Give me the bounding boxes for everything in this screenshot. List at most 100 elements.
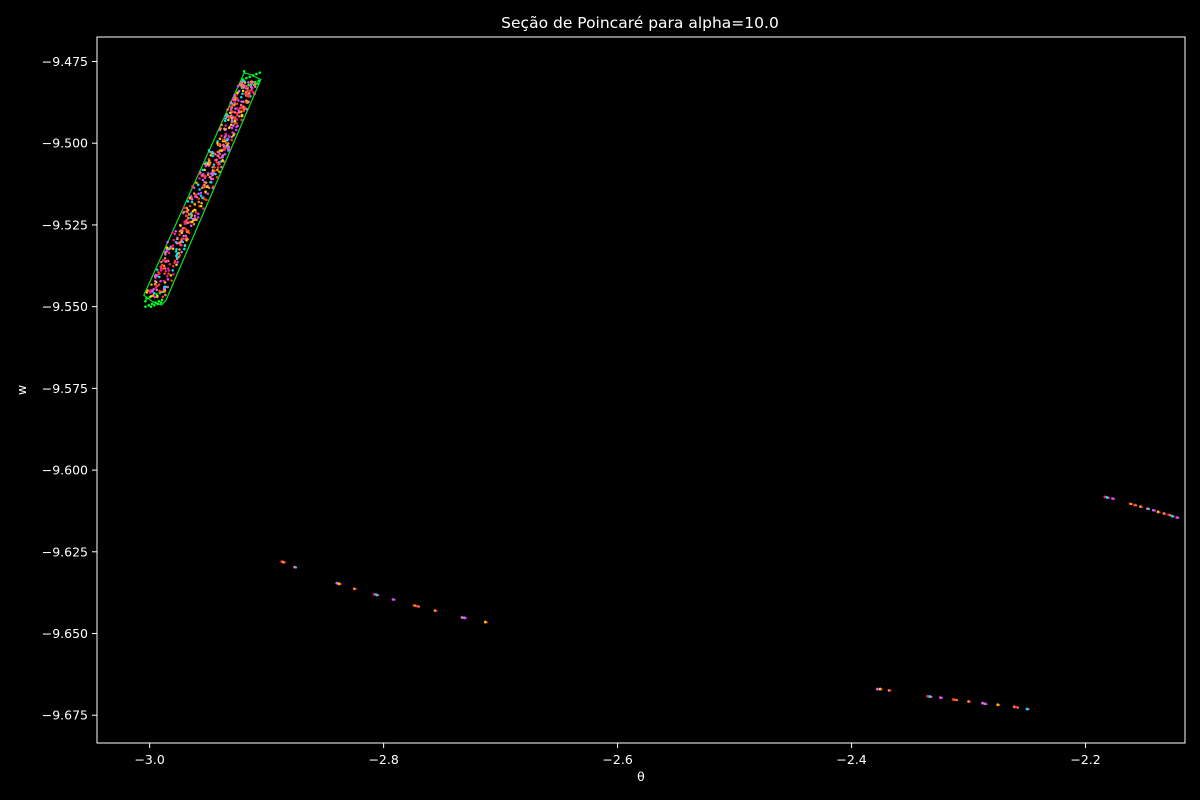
band-point bbox=[192, 186, 196, 190]
band-point bbox=[236, 114, 239, 117]
band-point bbox=[244, 84, 248, 88]
band-point bbox=[151, 290, 154, 293]
band-point bbox=[223, 136, 227, 139]
band-point bbox=[255, 72, 258, 76]
band-point bbox=[156, 294, 159, 298]
band-point bbox=[212, 163, 216, 166]
y-tick-label: −9.600 bbox=[42, 463, 88, 478]
band-point bbox=[199, 191, 203, 195]
band-point bbox=[183, 244, 187, 248]
band-point bbox=[214, 172, 217, 176]
chain-point bbox=[1164, 512, 1167, 515]
band-point bbox=[207, 159, 211, 162]
band-point bbox=[233, 94, 236, 97]
band-point bbox=[161, 295, 165, 299]
band-point bbox=[184, 219, 188, 223]
band-point bbox=[181, 226, 185, 230]
chain-point bbox=[1130, 503, 1133, 506]
band-point bbox=[230, 135, 234, 139]
band-point bbox=[215, 161, 219, 164]
band-point bbox=[207, 149, 211, 152]
x-tick-label: −2.4 bbox=[836, 752, 866, 767]
band-point bbox=[202, 175, 206, 178]
band-point bbox=[160, 298, 164, 302]
band-point bbox=[176, 261, 179, 264]
y-tick-label: −9.550 bbox=[42, 299, 88, 314]
band-point bbox=[204, 164, 208, 168]
y-axis: −9.475 −9.500 −9.525 −9.550 −9.575 −9.600 −9.6… bbox=[42, 54, 97, 723]
band-point bbox=[240, 81, 243, 85]
band-point bbox=[174, 250, 178, 253]
y-tick-label: −9.650 bbox=[42, 626, 88, 641]
band-point bbox=[152, 291, 156, 295]
band-point bbox=[204, 181, 208, 184]
chain-point bbox=[464, 617, 467, 620]
band-point bbox=[223, 119, 227, 123]
band-point bbox=[243, 105, 246, 109]
band-point bbox=[216, 140, 219, 143]
band-point bbox=[154, 282, 157, 286]
band-point bbox=[174, 230, 177, 233]
chain-point bbox=[956, 699, 959, 702]
x-tick-label: −2.6 bbox=[602, 752, 632, 767]
band-point bbox=[241, 92, 244, 95]
chain-point bbox=[1153, 509, 1156, 512]
chain-point bbox=[339, 583, 342, 586]
band-point bbox=[227, 145, 231, 149]
band-point bbox=[213, 165, 216, 169]
band-point bbox=[234, 96, 237, 99]
band-point bbox=[242, 70, 246, 73]
band-point bbox=[160, 264, 164, 267]
band-point bbox=[189, 194, 193, 198]
band-point bbox=[197, 212, 200, 216]
band-point bbox=[162, 258, 165, 262]
band-point bbox=[216, 166, 220, 169]
band-point bbox=[171, 269, 174, 272]
band-point bbox=[191, 220, 194, 224]
band-point bbox=[251, 74, 255, 77]
band-point bbox=[246, 89, 250, 92]
band-point bbox=[220, 134, 223, 137]
band-point bbox=[240, 84, 243, 88]
band-point bbox=[159, 269, 163, 272]
band-point bbox=[227, 116, 231, 119]
band-point bbox=[234, 128, 238, 132]
band-point bbox=[229, 105, 232, 109]
band-point bbox=[198, 204, 201, 208]
band-point bbox=[229, 108, 233, 111]
chain-point bbox=[1017, 706, 1020, 709]
band-point bbox=[166, 278, 170, 281]
band-point bbox=[167, 272, 170, 276]
band-point bbox=[254, 85, 257, 88]
band-point bbox=[253, 92, 256, 96]
band-point bbox=[248, 75, 252, 79]
band-point bbox=[165, 246, 169, 249]
band-point bbox=[153, 279, 157, 283]
band-point bbox=[206, 171, 210, 175]
band-point bbox=[225, 142, 228, 145]
band-point bbox=[197, 200, 200, 204]
band-point bbox=[216, 168, 219, 172]
band-point bbox=[222, 138, 225, 141]
band-point bbox=[240, 96, 243, 99]
band-point bbox=[239, 110, 243, 114]
x-tick-label: −2.8 bbox=[368, 752, 398, 767]
band-point bbox=[224, 132, 228, 136]
band-point bbox=[206, 162, 210, 166]
band-point bbox=[217, 163, 220, 166]
band-point bbox=[159, 279, 162, 283]
band-point bbox=[201, 168, 204, 172]
chain-point bbox=[998, 704, 1001, 707]
band-point bbox=[144, 305, 147, 308]
band-point bbox=[227, 134, 231, 138]
y-tick-label: −9.675 bbox=[42, 708, 88, 723]
band-point bbox=[246, 101, 249, 104]
band-point bbox=[157, 299, 161, 303]
band-point bbox=[242, 86, 245, 89]
band-point bbox=[215, 158, 218, 162]
band-point bbox=[247, 95, 251, 98]
chain-point bbox=[985, 703, 988, 706]
band-point bbox=[233, 101, 236, 104]
band-point bbox=[168, 262, 171, 266]
band-point bbox=[227, 118, 230, 122]
